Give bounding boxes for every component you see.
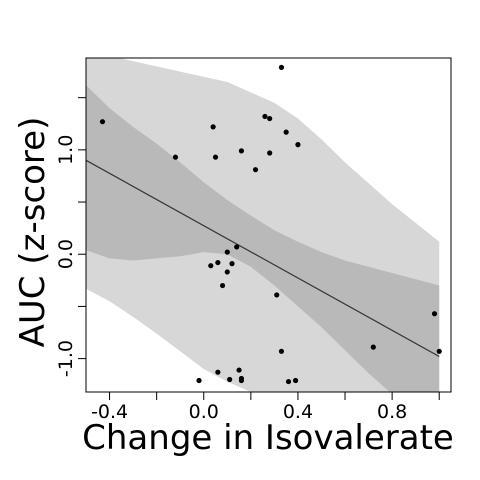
data-point xyxy=(227,376,233,383)
data-point xyxy=(196,377,202,384)
data-point xyxy=(370,344,376,350)
data-point xyxy=(238,148,245,154)
y-tick-label: 1.0 xyxy=(55,135,77,165)
data-point xyxy=(274,292,280,298)
data-point xyxy=(224,249,230,255)
data-point xyxy=(267,150,273,156)
x-tick-label: 0.0 xyxy=(189,401,219,423)
data-point xyxy=(431,311,438,317)
data-point xyxy=(295,142,301,148)
x-axis: -0.4 0.0 0.4 0.8 xyxy=(91,392,440,423)
data-point xyxy=(210,124,216,130)
data-point xyxy=(208,263,214,269)
data-point xyxy=(229,261,235,267)
data-point xyxy=(292,377,299,384)
data-point xyxy=(219,282,226,289)
x-tick-label: 0.8 xyxy=(377,401,407,423)
data-point xyxy=(234,244,240,250)
data-point xyxy=(215,259,221,266)
x-tick-label: -0.4 xyxy=(91,401,128,423)
data-point xyxy=(283,129,289,135)
data-point xyxy=(252,167,259,173)
data-point xyxy=(238,377,245,384)
data-point xyxy=(278,348,285,354)
y-tick-label: -1.0 xyxy=(55,340,77,377)
scatter-points xyxy=(99,64,442,385)
data-point xyxy=(172,154,179,160)
x-axis-title: Change in Isovalerate xyxy=(82,418,454,458)
regression-line-layer xyxy=(86,159,440,358)
data-point xyxy=(212,154,219,160)
data-point xyxy=(436,348,442,354)
data-point xyxy=(215,369,221,375)
confidence-bands xyxy=(86,58,440,392)
x-tick-label: 0.4 xyxy=(283,401,313,423)
plot-frame xyxy=(85,57,452,393)
y-axis: -1.0 0.0 1.0 xyxy=(55,97,86,377)
data-point xyxy=(285,378,292,385)
y-tick-label: 0.0 xyxy=(55,239,77,269)
data-point xyxy=(224,269,230,275)
data-point xyxy=(99,119,106,125)
regression-line xyxy=(86,159,440,358)
data-point xyxy=(278,64,285,70)
y-axis-title: AUC (z-score) xyxy=(13,117,53,348)
data-point xyxy=(267,115,273,122)
inner-confidence-band xyxy=(86,85,440,392)
data-point xyxy=(262,113,268,120)
data-point xyxy=(236,367,242,373)
